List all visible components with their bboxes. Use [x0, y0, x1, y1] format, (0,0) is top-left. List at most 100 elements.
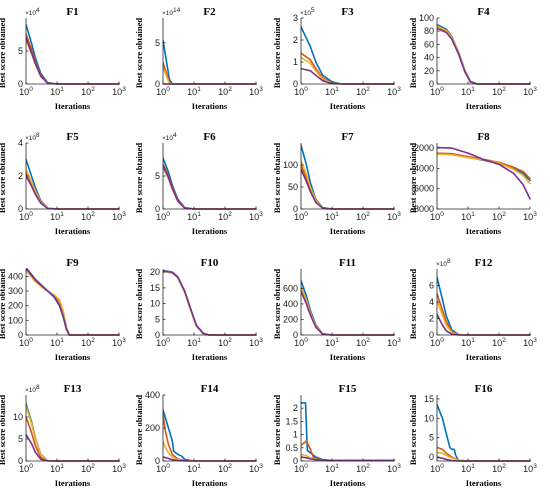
axis-lines	[25, 269, 119, 336]
x-tick-label: 103	[387, 463, 401, 474]
y-tick-label: 50	[288, 182, 298, 192]
y-tick-label: 0	[155, 79, 160, 89]
x-tick-label: 102	[492, 86, 506, 97]
x-tick-label: 103	[387, 211, 401, 222]
x-tick-label: 103	[112, 337, 126, 348]
x-tick-label: 101	[325, 86, 339, 97]
subplot-title: F7	[341, 131, 354, 143]
x-axis-label: Iterations	[330, 101, 366, 111]
y-tick-label: 200	[283, 314, 298, 324]
y-tick-label: 600	[283, 283, 298, 293]
x-tick-label: 101	[325, 463, 339, 474]
subplot-title: F16	[475, 383, 493, 395]
y-tick-label: 40	[424, 53, 434, 63]
y-multiplier: ×105	[300, 7, 315, 17]
x-tick-label: 102	[356, 211, 370, 222]
y-axis-label: Best score obtained	[408, 269, 418, 339]
x-tick-label: 100	[156, 463, 170, 474]
y-axis-label: Best score obtained	[0, 395, 7, 465]
x-tick-label: 101	[187, 211, 201, 222]
axis-lines	[436, 18, 530, 85]
x-tick-label: 103	[523, 337, 537, 348]
x-tick-label: 103	[523, 86, 537, 97]
y-tick-label: 60	[424, 39, 434, 49]
y-tick-label: 0	[293, 204, 298, 214]
series-line-2	[301, 287, 395, 336]
x-tick-label: 103	[249, 211, 263, 222]
y-tick-label: -4000	[411, 163, 434, 173]
x-axis-label: Iterations	[330, 226, 366, 236]
y-tick-label: 0	[18, 204, 23, 214]
series-line-4	[26, 433, 120, 462]
x-tick-label: 102	[218, 211, 232, 222]
x-tick-label: 102	[218, 463, 232, 474]
series-line-2	[26, 268, 120, 336]
subplot-title: F11	[339, 257, 356, 269]
x-tick-label: 102	[356, 86, 370, 97]
y-tick-label: 10	[13, 412, 23, 422]
x-tick-label: 103	[523, 463, 537, 474]
x-tick-label: 103	[387, 86, 401, 97]
series-line-1	[163, 269, 257, 336]
x-tick-label: 101	[187, 86, 201, 97]
x-tick-label: 101	[187, 337, 201, 348]
x-tick-label: 102	[356, 337, 370, 348]
y-tick-label: 10	[150, 299, 160, 309]
x-tick-label: 102	[81, 337, 95, 348]
x-tick-label: 103	[112, 86, 126, 97]
series-line-3	[163, 66, 257, 85]
y-tick-label: 300	[8, 286, 23, 296]
series-line-3	[163, 270, 257, 336]
x-tick-label: 102	[218, 337, 232, 348]
y-tick-label: 0	[429, 452, 434, 462]
series-line-1	[437, 276, 531, 336]
x-tick-label: 100	[19, 337, 33, 348]
series-line-1	[301, 402, 395, 462]
x-tick-label: 100	[430, 337, 444, 348]
y-tick-label: 4	[429, 297, 434, 307]
y-axis-label: Best score obtained	[272, 395, 282, 465]
y-tick-label: 0.5	[285, 443, 298, 453]
y-tick-label: 0	[155, 456, 160, 466]
y-tick-label: 400	[145, 390, 160, 400]
subplot-f4: 100 101 102 103 0 20 40 60 80 100 F4 Iterations Best…	[408, 6, 537, 111]
series-line-3	[26, 269, 120, 336]
subplot-title: F1	[66, 6, 78, 18]
series-line-4	[437, 146, 531, 200]
y-tick-label: 80	[424, 26, 434, 36]
axis-lines	[162, 18, 256, 85]
y-tick-label: 15	[424, 394, 434, 404]
subplot-f9: 100 101 102 1030100200300400F9IterationsBes…	[0, 257, 126, 362]
x-axis-label: Iterations	[55, 478, 91, 488]
axis-lines	[436, 395, 530, 462]
y-axis-label: Best score obtained	[134, 18, 144, 88]
x-axis-label: Iterations	[192, 101, 228, 111]
subplot-title: F8	[477, 131, 490, 143]
subplot-title: F15	[339, 383, 357, 395]
x-tick-label: 101	[325, 211, 339, 222]
subplot-title: F6	[203, 131, 216, 143]
x-tick-label: 103	[249, 463, 263, 474]
subplot-f12: 100 101 102 103 0 2 4 6 ×108 F12 Iterations Best sc…	[408, 257, 537, 362]
series-line-4	[301, 168, 395, 210]
x-tick-label: 101	[325, 337, 339, 348]
series-line-1	[163, 157, 257, 210]
subplot-f1: 100 101 102 103 0 5 ×104 F1 Iterations Best score…	[0, 6, 126, 111]
x-tick-label: 100	[430, 463, 444, 474]
y-tick-label: 3	[293, 13, 298, 23]
y-tick-label: -2000	[411, 143, 434, 153]
series-line-4	[437, 27, 531, 85]
y-tick-label: 200	[145, 423, 160, 433]
x-tick-label: 103	[387, 337, 401, 348]
x-tick-label: 102	[356, 463, 370, 474]
y-tick-label: 0	[293, 79, 298, 89]
y-tick-label: 1.5	[285, 416, 298, 426]
y-axis-label: Best score obtained	[0, 143, 7, 213]
subplot-title: F4	[477, 6, 490, 18]
subplot-title: F3	[341, 6, 354, 18]
x-tick-label: 102	[492, 211, 506, 222]
x-tick-label: 101	[50, 463, 64, 474]
x-tick-label: 100	[19, 86, 33, 97]
series-line-4	[26, 175, 120, 210]
y-tick-label: -6000	[411, 184, 434, 194]
